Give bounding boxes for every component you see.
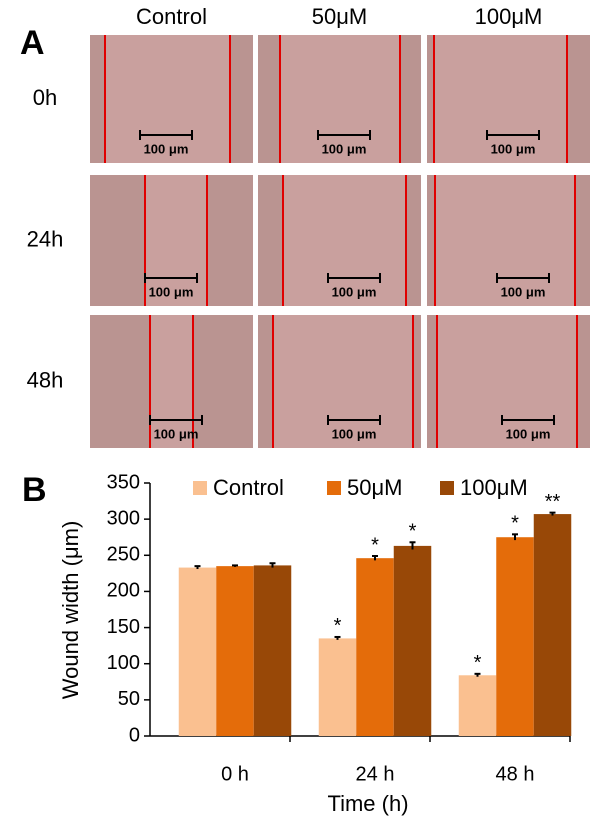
scale-label: 100 μm [332, 284, 377, 299]
cell-region [90, 35, 105, 163]
panel-label: B [22, 471, 47, 509]
cell-region [400, 35, 421, 163]
cell-region [258, 35, 280, 163]
micrograph [258, 35, 421, 163]
significance: * [511, 513, 519, 535]
y-tick-label: 50 [118, 688, 140, 710]
bar [216, 566, 254, 736]
y-tick-label: 350 [107, 471, 140, 493]
scale-label: 100 μm [149, 284, 194, 299]
significance: * [371, 534, 379, 556]
cell-region [406, 175, 421, 306]
micrograph [90, 35, 253, 163]
bar [533, 514, 572, 736]
bar [496, 537, 534, 736]
scale-label: 100 μm [506, 426, 551, 441]
significance: * [409, 521, 417, 543]
legend-swatch [327, 481, 341, 495]
bar [253, 565, 292, 736]
bar [318, 638, 357, 736]
bar [356, 558, 394, 736]
micrograph [258, 315, 421, 448]
cell-region [258, 175, 283, 306]
bar [393, 545, 432, 736]
y-tick-label: 100 [107, 652, 140, 674]
cell-region [427, 315, 437, 448]
micrograph [427, 35, 590, 163]
y-tick-label: 0 [129, 724, 140, 746]
cell-region [567, 35, 590, 163]
x-tick-label: 48 h [496, 763, 535, 785]
scale-label: 100 μm [501, 284, 546, 299]
cell-region [427, 35, 434, 163]
micrograph [427, 315, 590, 448]
cell-region [413, 315, 421, 448]
x-tick-label: 0 h [221, 763, 249, 785]
row-label: 48h [27, 367, 64, 392]
significance: ** [545, 491, 561, 513]
row-label: 0h [33, 85, 57, 110]
panel-label: A [20, 24, 45, 62]
column-label: 50μM [312, 4, 367, 29]
cell-region [193, 315, 253, 448]
column-label: Control [136, 4, 207, 29]
cell-region [90, 175, 145, 306]
y-tick-label: 250 [107, 544, 140, 566]
x-tick-label: 24 h [356, 763, 395, 785]
y-tick-label: 200 [107, 580, 140, 602]
cell-region [577, 315, 590, 448]
y-axis-label: Wound width (μm) [58, 521, 83, 700]
micrograph [427, 175, 590, 306]
cell-region [258, 315, 273, 448]
scale-label: 100 μm [332, 426, 377, 441]
row-label: 24h [27, 226, 64, 251]
bar [458, 675, 497, 736]
cell-region [230, 35, 253, 163]
y-tick-label: 150 [107, 616, 140, 638]
y-tick-label: 300 [107, 507, 140, 529]
scale-label: 100 μm [322, 141, 367, 156]
legend-label: 100μM [460, 475, 528, 500]
cell-region [427, 175, 435, 306]
cell-region [90, 315, 150, 448]
legend-label: Control [213, 475, 284, 500]
scale-label: 100 μm [491, 141, 536, 156]
legend-swatch [193, 481, 207, 495]
legend-label: 50μM [347, 475, 402, 500]
column-label: 100μM [475, 4, 543, 29]
cell-region [207, 175, 253, 306]
legend-swatch [440, 481, 454, 495]
significance: * [474, 652, 482, 674]
significance: * [334, 615, 342, 637]
bar [178, 567, 217, 736]
x-axis-label: Time (h) [327, 791, 408, 816]
scale-label: 100 μm [144, 141, 189, 156]
cell-region [575, 175, 590, 306]
scale-label: 100 μm [154, 426, 199, 441]
micrograph [258, 175, 421, 306]
